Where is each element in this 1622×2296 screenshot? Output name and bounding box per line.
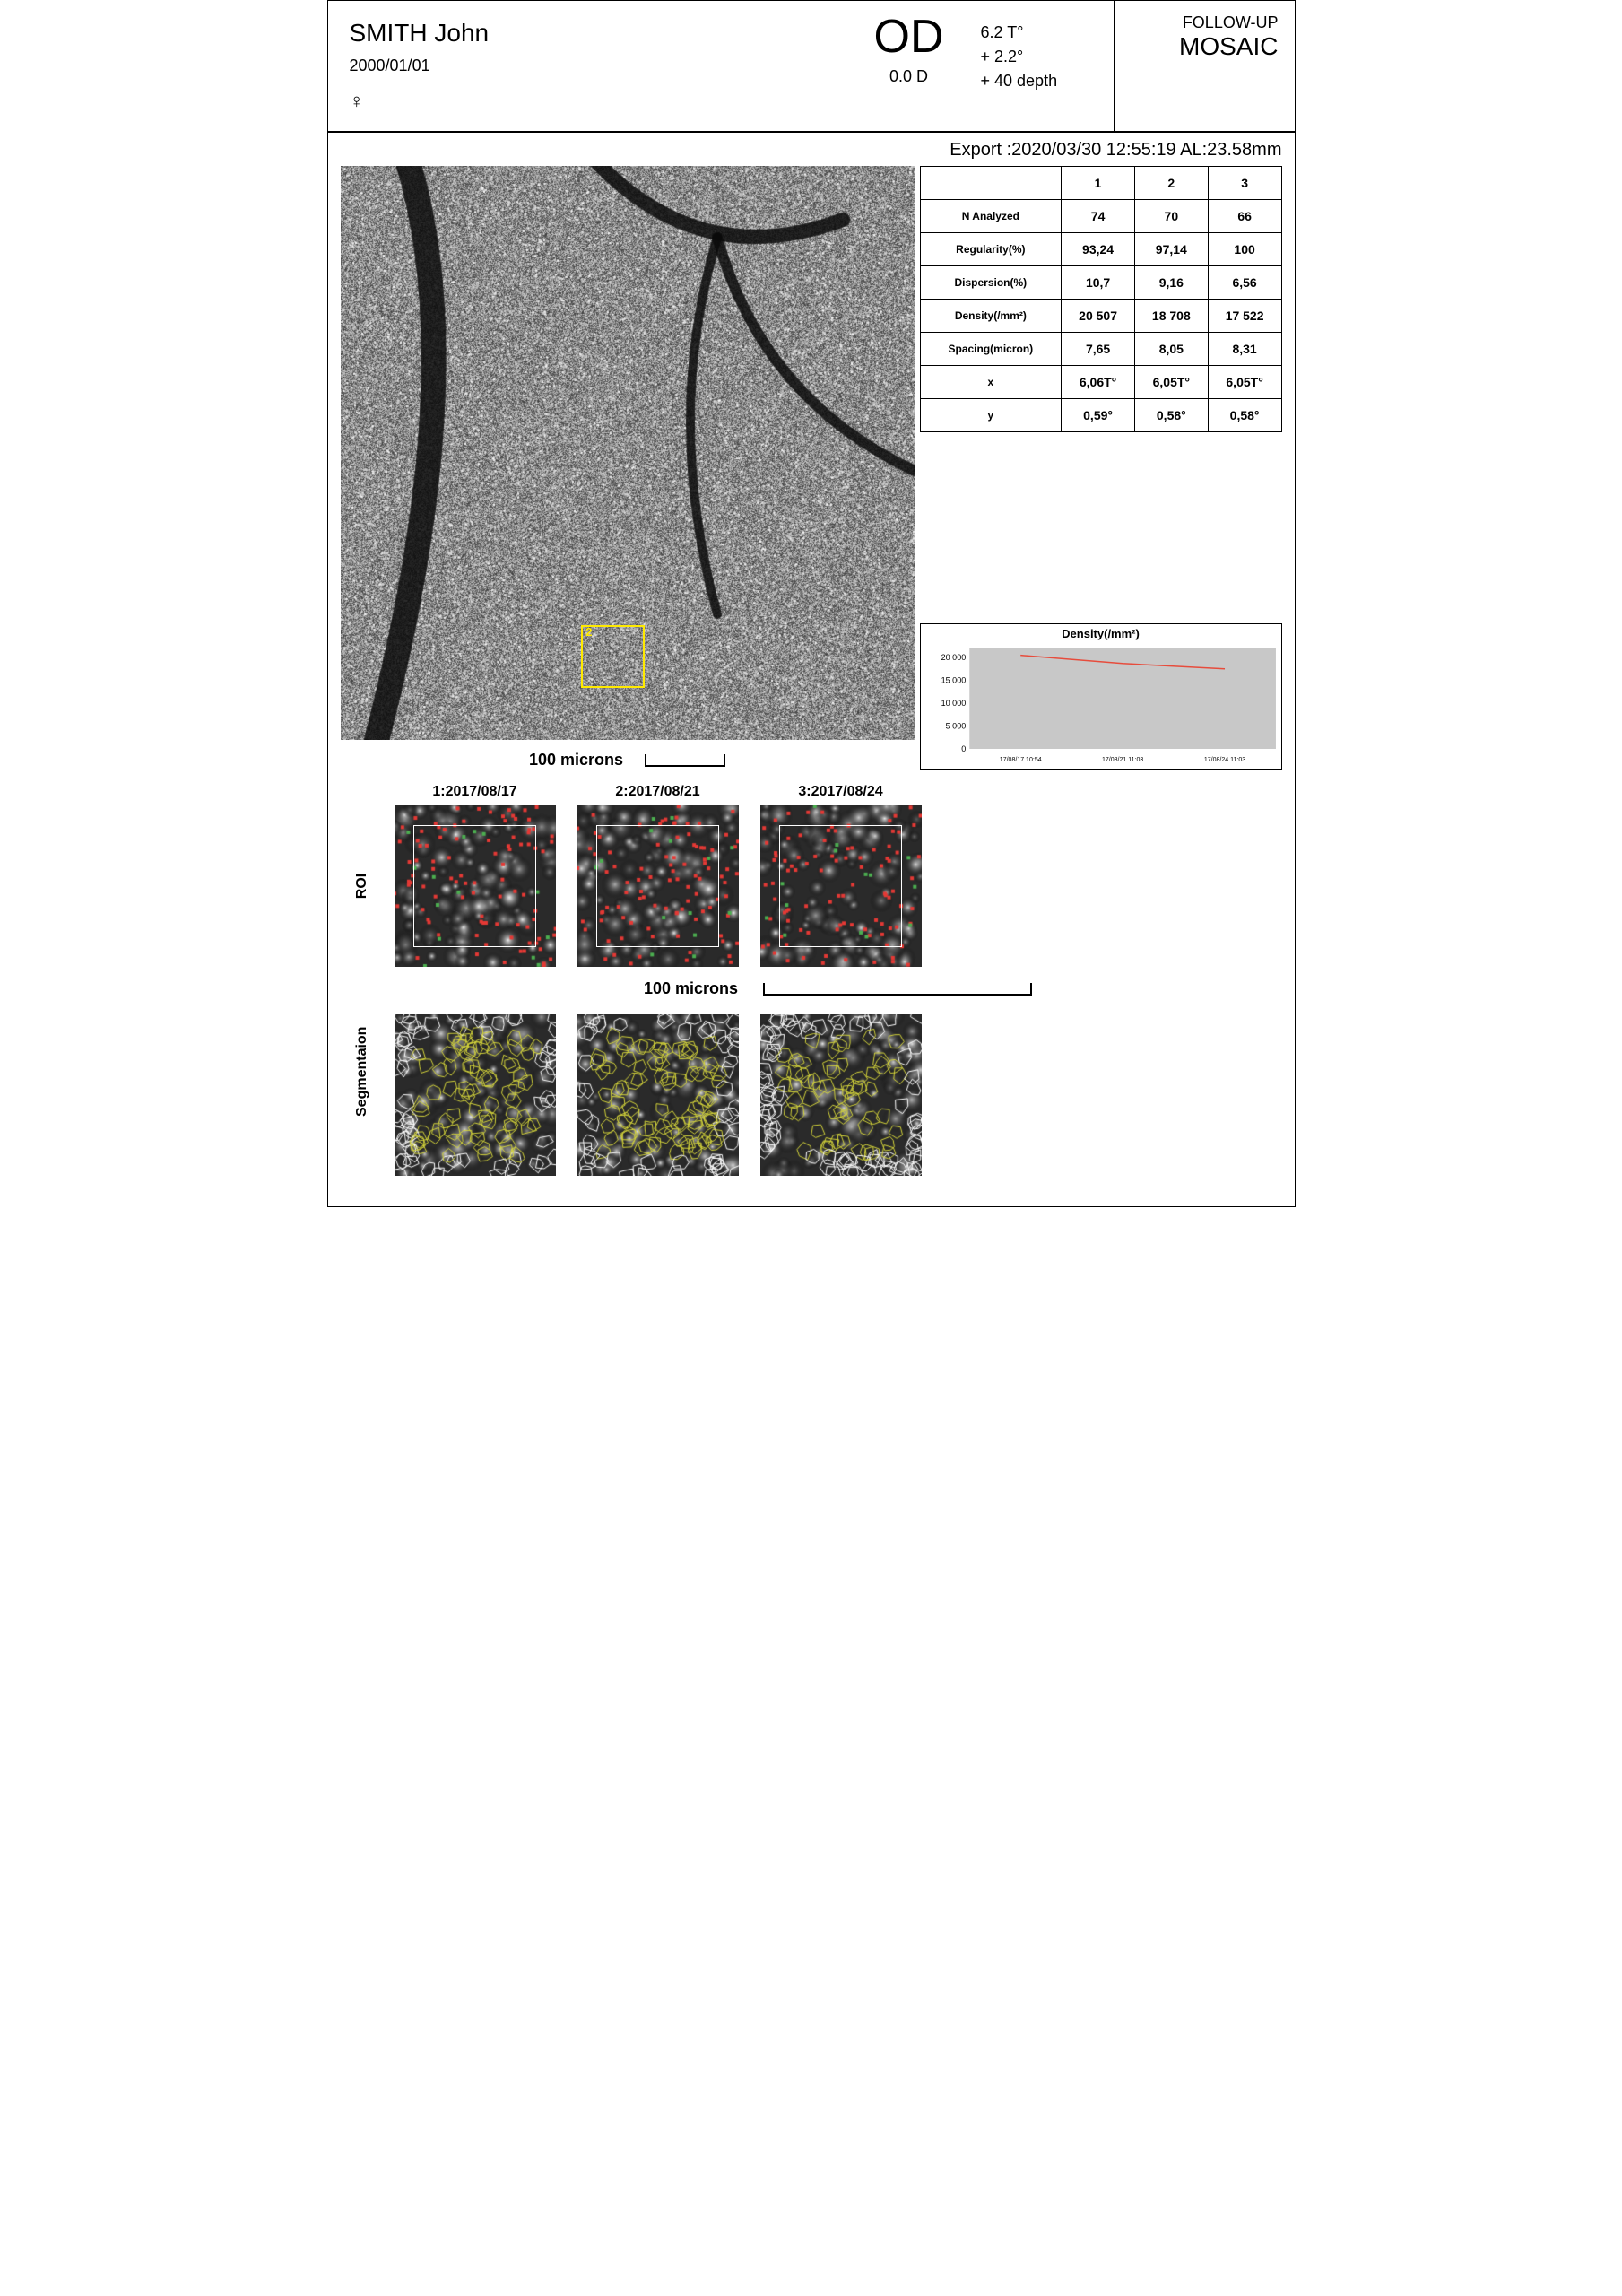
table-row: y0,59°0,58°0,58° <box>920 399 1281 432</box>
segmentation-thumb <box>577 1014 739 1176</box>
svg-text:10 000: 10 000 <box>941 699 966 708</box>
svg-text:15 000: 15 000 <box>941 676 966 685</box>
roi-highlight: 2 <box>581 625 644 688</box>
table-row: Regularity(%)93,2497,14100 <box>920 233 1281 266</box>
export-info: Export :2020/03/30 12:55:19 AL:23.58mm <box>328 133 1295 166</box>
table-header <box>920 167 1062 200</box>
mode-title: MOSAIC <box>1132 32 1279 61</box>
eye-label: OD <box>854 13 965 60</box>
thumb-dates: 1:2017/08/17 2:2017/08/21 3:2017/08/24 <box>395 784 1282 800</box>
thumb-date: 2:2017/08/21 <box>577 784 739 800</box>
svg-text:17/08/17 10:54: 17/08/17 10:54 <box>999 757 1041 763</box>
table-row: Density(/mm²)20 50718 70817 522 <box>920 300 1281 333</box>
density-chart: Density(/mm²) 05 00010 00015 00020 00017… <box>920 623 1282 770</box>
roi-thumb <box>577 805 739 967</box>
svg-text:20 000: 20 000 <box>941 653 966 662</box>
svg-text:17/08/21 11:03: 17/08/21 11:03 <box>1101 757 1142 763</box>
table-header: 1 <box>1062 167 1135 200</box>
table-row: Dispersion(%)10,79,166,56 <box>920 266 1281 300</box>
report-header: SMITH John 2000/01/01 ♀ OD 0.0 D 6.2 T° … <box>328 1 1295 133</box>
svg-text:17/08/24 11:03: 17/08/24 11:03 <box>1203 757 1245 763</box>
patient-gender: ♀ <box>350 90 825 113</box>
svg-text:0: 0 <box>961 744 966 753</box>
table-header: 2 <box>1134 167 1208 200</box>
patient-dob: 2000/01/01 <box>350 57 825 75</box>
mosaic-scale: 100 microns <box>341 751 915 770</box>
thumb-scale: 100 microns <box>395 979 1282 998</box>
roi-thumb <box>760 805 922 967</box>
table-row: N Analyzed747066 <box>920 200 1281 233</box>
thumb-date: 1:2017/08/17 <box>395 784 556 800</box>
roi-row: ROI <box>341 805 1282 967</box>
measurements-table: 123 N Analyzed747066Regularity(%)93,2497… <box>920 166 1282 432</box>
mosaic-image: 2 <box>341 166 915 740</box>
eye-diopter: 0.0 D <box>854 67 965 86</box>
thumb-date: 3:2017/08/24 <box>760 784 922 800</box>
segmentation-row: Segmentaion <box>341 1014 1282 1176</box>
svg-text:5 000: 5 000 <box>945 722 966 731</box>
position-coords: 6.2 T° + 2.2° + 40 depth <box>972 1 1115 131</box>
segmentation-thumb <box>760 1014 922 1176</box>
table-row: x6,06T°6,05T°6,05T° <box>920 366 1281 399</box>
mode-subtitle: FOLLOW-UP <box>1132 13 1279 32</box>
patient-name: SMITH John <box>350 19 825 48</box>
segmentation-thumb <box>395 1014 556 1176</box>
table-header: 3 <box>1208 167 1281 200</box>
roi-thumb <box>395 805 556 967</box>
table-row: Spacing(micron)7,658,058,31 <box>920 333 1281 366</box>
